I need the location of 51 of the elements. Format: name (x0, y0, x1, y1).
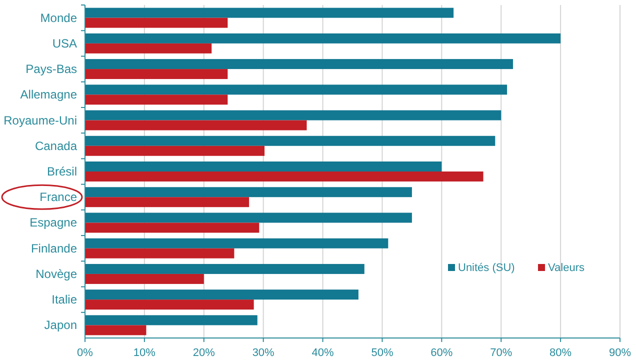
y-tick-label: Japon (44, 318, 77, 332)
y-tick-label: Brésil (46, 164, 77, 178)
bar (85, 110, 502, 120)
y-tick-label: Allemagne (20, 88, 78, 102)
bar (85, 94, 228, 105)
bar (85, 18, 228, 28)
y-tick-label: Monde (40, 10, 78, 25)
bar (85, 222, 260, 233)
x-tick-label: 10% (133, 347, 156, 359)
bar (85, 264, 364, 274)
bar (85, 290, 358, 300)
y-tick-label: Espagne (30, 216, 78, 230)
y-tick-label: Pays-Bas (26, 62, 77, 76)
bar (85, 136, 496, 146)
bar (85, 162, 442, 172)
bar (85, 187, 412, 198)
bar (85, 300, 254, 310)
bar (85, 172, 484, 182)
bar (85, 146, 265, 156)
bar (85, 8, 454, 18)
x-tick-label: 20% (192, 347, 216, 359)
y-tick-label: Canada (34, 138, 78, 153)
bar (85, 248, 234, 258)
bar (85, 197, 250, 208)
y-tick-label: Royaume-Uni (4, 113, 77, 128)
legend-label: Unités (SU) (458, 262, 515, 274)
bar (85, 212, 412, 223)
bar (85, 238, 388, 248)
bar (85, 59, 513, 70)
bar (85, 325, 146, 336)
y-tick-label: Novège (36, 266, 78, 281)
y-tick-label: USA (52, 36, 77, 50)
y-tick-label: France (40, 190, 78, 204)
x-tick-label: 50% (371, 347, 394, 359)
bar (85, 43, 212, 54)
bar (85, 84, 508, 95)
bar (85, 33, 561, 44)
x-tick-label: 0% (77, 347, 94, 359)
bar (85, 274, 204, 284)
x-tick-label: 40% (312, 347, 334, 359)
x-tick-label: 90% (608, 347, 632, 359)
bar (85, 69, 228, 80)
x-tick-label: 30% (252, 347, 275, 359)
x-tick-label: 80% (550, 347, 572, 359)
y-tick-label: Italie (52, 292, 78, 307)
bar (85, 315, 258, 326)
legend-label: Valeurs (548, 262, 585, 274)
x-tick-label: 70% (490, 347, 512, 359)
y-tick-label: Finlande (30, 241, 78, 256)
x-tick-label: 60% (430, 347, 453, 359)
bar (85, 120, 307, 130)
